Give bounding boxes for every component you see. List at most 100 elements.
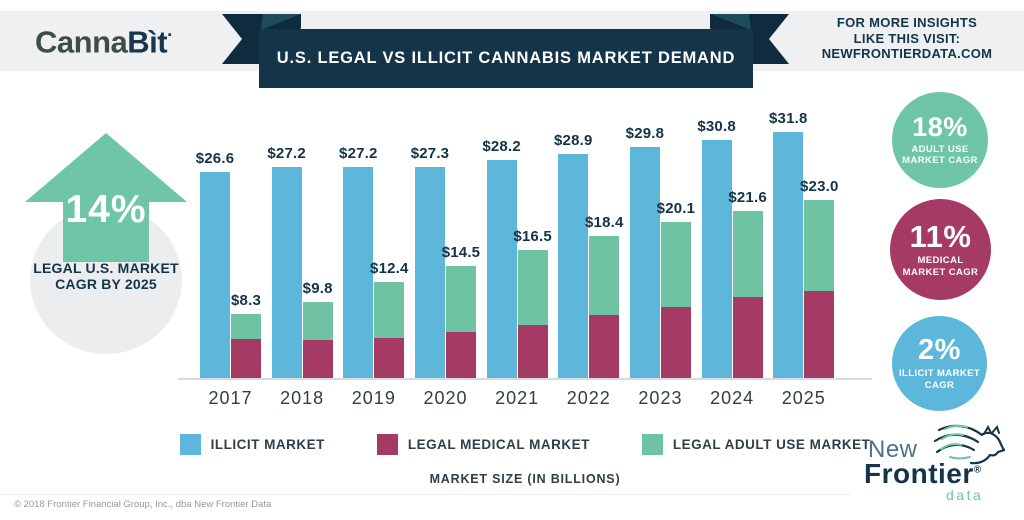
adult-use-segment [804,199,835,291]
medical-segment [302,340,333,378]
bar-group-2019: $27.2 $12.4 2019 [339,100,408,408]
footer-divider [0,494,850,495]
x-tick-label: 2020 [423,388,468,408]
insights-line-3: NEWFRONTIERDATA.COM [821,46,993,61]
medical-segment [374,337,405,378]
illicit-value-label: $27.3 [410,144,450,162]
badge-label-line: MARKET CAGR [902,155,978,166]
bar-group-2018: $27.2 $9.8 2018 [267,100,333,408]
medical-segment [660,306,691,378]
badge-label-line: MARKET CAGR [902,266,979,278]
new-frontier-data-logo: New Frontier® data [853,420,1011,510]
legend-item: LEGAL ADULT USE MARKET [641,434,871,455]
bar-group-2024: $30.8 $21.6 2024 [697,100,766,409]
medical-segment [804,290,835,378]
logo-part-canna: Canna [35,24,128,60]
medical-cagr-label: MEDICAL MARKET CAGR [903,255,979,278]
legend-swatch-icon [641,434,663,455]
adult-use-segment [589,235,620,315]
illicit-bar [486,159,517,378]
brand-word-frontier: Frontier® [864,458,982,490]
adult-use-cagr-label: ADULT USE MARKET CAGR [902,144,978,167]
legend-label: LEGAL MEDICAL MARKET [407,437,590,452]
illicit-cagr-value: 2% [918,334,961,366]
insights-line-2: LIKE THIS VISIT: [853,30,961,46]
adult-use-segment [374,281,405,338]
illicit-bar [271,167,302,378]
badge-label-line: CAGR [924,379,955,391]
legal-market-cagr-caption: LEGAL U.S. MARKET CAGR BY 2025 [28,260,184,292]
bar-chart: $26.6 $8.3 2017 $27.2 $9.8 2018 $27.2 $12.4 2019… [178,100,872,409]
x-tick-label: 2022 [566,388,611,408]
illicit-bar [414,166,445,378]
illicit-bar [343,167,374,378]
medical-segment [445,331,476,378]
legend-swatch-icon [179,434,201,455]
adult-use-segment [660,222,691,307]
legal-total-label: $14.5 [441,243,481,261]
registered-mark: ® [973,464,982,476]
legal-total-label: $18.4 [585,213,624,231]
ribbon-panel [259,29,753,88]
x-tick-label: 2023 [638,388,683,408]
legend-item: LEGAL MEDICAL MARKET [376,434,590,455]
bar-group-2025: $31.8 $23.0 2025 [769,100,838,408]
medical-cagr-badge: 11% MEDICAL MARKET CAGR [890,199,991,300]
logo-trademark-dot: · [167,24,173,45]
adult-use-cagr-badge: 18% ADULT USE MARKET CAGR [892,92,988,188]
brand-word-new: New [868,436,918,463]
illicit-value-label: $26.6 [195,150,235,168]
bar-group-2020: $27.3 $14.5 2020 [411,100,480,408]
badge-label-line: ADULT USE [911,143,969,155]
legal-total-label: $20.1 [656,200,696,218]
chart-legend: ILLICIT MARKET LEGAL MEDICAL MARKET LEGAL … [178,434,872,455]
legal-total-label: $9.8 [302,280,333,298]
legal-total-label: $21.6 [728,188,767,206]
medical-segment [231,339,261,378]
illicit-value-label: $29.8 [625,125,665,143]
legal-total-label: $23.0 [799,177,839,195]
adult-use-segment [445,265,476,332]
illicit-cagr-badge: 2% ILLICIT MARKET CAGR [892,316,987,411]
legend-swatch-icon [376,434,398,455]
medical-segment [732,297,763,378]
illicit-value-label: $27.2 [339,145,378,163]
x-tick-label: 2017 [208,388,253,408]
legal-total-label: $8.3 [231,291,261,309]
illicit-bar [701,139,732,378]
ribbon-right-fold [711,14,751,30]
legal-total-label: $16.5 [513,228,552,246]
illicit-value-label: $28.9 [554,132,593,150]
copyright-text: © 2018 Frontier Financial Group, Inc., d… [14,499,272,510]
illicit-bar [629,147,660,378]
logo-part-bit: Bìt [127,24,168,60]
legal-market-cagr-value: 14% [65,188,147,231]
caption-line-1: LEGAL U.S. MARKET [33,260,179,276]
medical-segment [517,324,548,378]
chart-axis-caption: MARKET SIZE (IN BILLIONS) [429,472,621,486]
adult-use-segment [302,302,333,341]
ribbon-left-fold [261,14,301,30]
legend-item: ILLICIT MARKET [179,434,325,455]
bar-group-2023: $29.8 $20.1 2023 [626,100,695,408]
illicit-value-label: $30.8 [697,117,736,135]
legend-label: ILLICIT MARKET [210,437,325,452]
illicit-cagr-label: ILLICIT MARKET CAGR [899,368,980,391]
caption-line-2: CAGR BY 2025 [55,276,157,292]
insights-callout: FOR MORE INSIGHTS LIKE THIS VISIT: NEWFR… [802,15,1012,62]
badge-label-line: MEDICAL [917,255,964,266]
page-title: U.S. LEGAL VS ILLICIT CANNABIS MARKET DE… [276,49,736,67]
brand-word-frontier-text: Frontier [864,458,974,489]
brand-word-data: data [946,487,984,503]
illicit-value-label: $31.8 [768,109,808,127]
illicit-bar [200,172,230,378]
adult-use-cagr-value: 18% [912,111,968,142]
ribbon-banner [222,14,789,88]
x-tick-label: 2025 [781,388,826,408]
bar-group-2022: $28.9 $18.4 2022 [554,100,623,408]
illicit-value-label: $27.2 [267,145,306,163]
cannabit-logo: CannaBìt· [35,24,173,60]
legend-label: LEGAL ADULT USE MARKET [672,437,871,452]
x-tick-label: 2024 [710,388,755,408]
